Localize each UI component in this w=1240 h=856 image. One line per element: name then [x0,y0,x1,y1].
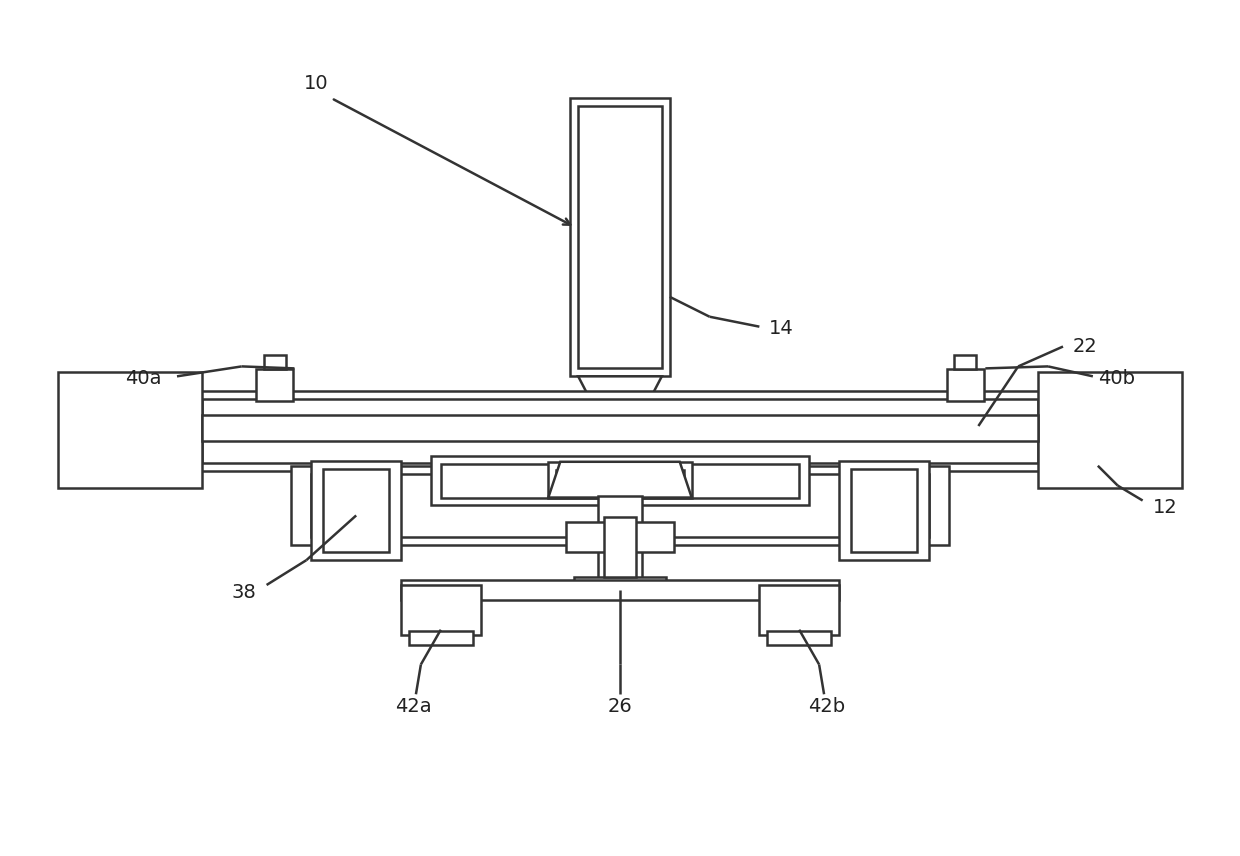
Bar [570,98,670,377]
Bar [578,106,662,368]
Bar [133,391,1107,471]
Polygon shape [548,461,692,497]
Bar [567,522,673,552]
Text: 14: 14 [769,319,794,338]
Text: 12: 12 [1153,498,1177,517]
Bar [324,469,389,552]
Bar [839,461,929,560]
Bar [574,577,666,595]
Text: 42b: 42b [808,697,846,716]
Bar [759,585,839,634]
Bar [311,473,929,538]
Bar [955,355,976,370]
Bar [548,461,692,497]
Bar [57,372,202,488]
Polygon shape [578,377,662,426]
Bar [409,631,472,645]
Bar [311,461,401,560]
Text: 10: 10 [304,74,329,92]
Bar [604,517,636,577]
Bar [440,464,800,497]
Bar [598,496,642,585]
Bar [401,580,839,600]
Text: 22: 22 [1073,337,1097,356]
Text: 38: 38 [232,584,257,603]
Bar [557,470,683,490]
Text: 42a: 42a [394,697,432,716]
Bar [946,370,985,401]
Bar [604,426,636,466]
Text: 40b: 40b [1097,369,1135,388]
Bar [768,631,831,645]
Bar [1038,372,1183,488]
Bar [430,455,810,506]
Bar [264,355,285,370]
Bar [202,399,1038,463]
Bar [851,469,916,552]
Bar [202,415,1038,441]
Bar [255,370,294,401]
Bar [291,466,949,545]
Text: 26: 26 [608,697,632,716]
Bar [401,585,481,634]
Text: 40a: 40a [125,369,162,388]
